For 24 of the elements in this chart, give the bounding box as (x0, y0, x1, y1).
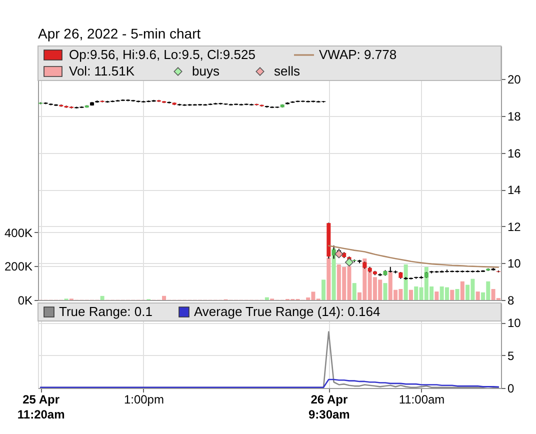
y2-tick-label: 16 (508, 146, 522, 160)
chart-subtitle: Apr 26, 2022 - 5-min chart (38, 26, 201, 42)
y2-tick-label: 14 (508, 183, 522, 198)
legend-label: True Range: 0.1 (59, 304, 152, 319)
legend-label: buys (192, 64, 220, 78)
x-tick-label: 25 Apr 11:20am (17, 392, 65, 422)
y-tick-label: 400K (4, 226, 32, 240)
legend-label: Average True Range (14): 0.164 (194, 304, 380, 319)
y2-tick-label: 12 (508, 220, 522, 234)
legend-label: VWAP: 9.778 (319, 47, 397, 62)
x-tick-label: 1:00pm (124, 392, 164, 406)
y-tick-label: 10 (508, 316, 522, 330)
y-tick-label: 5 (508, 348, 514, 363)
legend-label: Op:9.56, Hi:9.6, Lo:9.5, Cl:9.525 (69, 47, 256, 62)
x-tick-label: 26 Apr 9:30am (308, 392, 350, 422)
legend-label: sells (274, 64, 301, 78)
y-tick-label: 200K (4, 260, 32, 274)
y2-tick-label: 18 (508, 109, 522, 124)
x-tick-label: 11:00am (398, 392, 445, 406)
y2-tick-label: 20 (508, 72, 522, 87)
y-tick-label: 0 (508, 382, 514, 396)
y-tick-label: 0K (18, 294, 32, 308)
legend-label: Vol: 11.51K (69, 64, 135, 78)
y2-tick-label: 8 (508, 294, 514, 308)
